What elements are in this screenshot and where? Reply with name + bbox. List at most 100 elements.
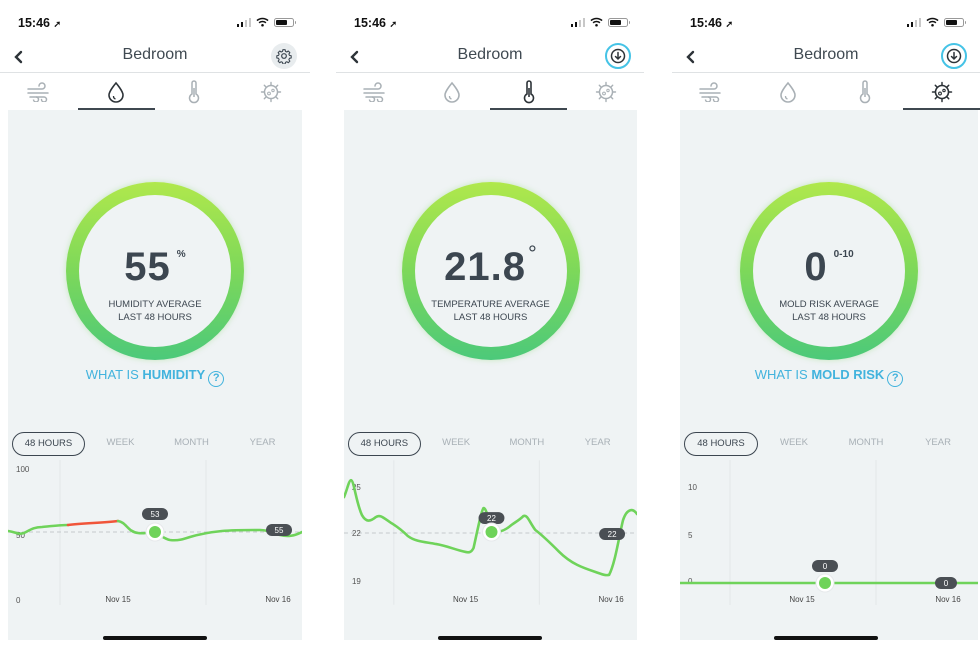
range-year[interactable]: YEAR xyxy=(584,437,611,448)
range-month[interactable]: MONTH xyxy=(848,437,884,448)
droplet-icon xyxy=(443,81,460,103)
tab-mold[interactable] xyxy=(903,74,980,110)
wifi-icon xyxy=(926,17,939,27)
cellular-signal-icon xyxy=(236,17,251,27)
range-year[interactable]: YEAR xyxy=(249,437,276,448)
current-value-badge: 55 xyxy=(275,526,284,535)
average-value: 55% xyxy=(124,245,186,289)
droplet-icon xyxy=(779,81,796,103)
mold-risk-chart[interactable]: 10 5 0 Nov 15 Nov 16 0 0 xyxy=(680,460,978,605)
tab-humidity[interactable] xyxy=(77,74,156,110)
metric-panel: 0 0-10 MOLD RISK AVERAGE LAST 48 HOURS WHA… xyxy=(680,110,978,640)
selected-point-badge: 22 xyxy=(487,514,496,523)
y-tick-19: 19 xyxy=(352,577,361,586)
nav-bar: Bedroom xyxy=(336,40,644,73)
range-week[interactable]: WEEK xyxy=(106,437,135,448)
range-48-hours[interactable]: 48 HOURS xyxy=(684,432,758,456)
back-chevron-icon[interactable] xyxy=(682,48,700,66)
download-button[interactable] xyxy=(941,43,967,69)
average-caption: MOLD RISK AVERAGE LAST 48 HOURS xyxy=(779,299,879,323)
home-indicator[interactable] xyxy=(438,636,542,640)
what-is-mold-risk-link[interactable]: WHAT IS MOLD RISK? xyxy=(680,367,978,387)
range-month[interactable]: MONTH xyxy=(174,437,209,448)
back-chevron-icon[interactable] xyxy=(346,48,364,66)
y-tick-100: 100 xyxy=(16,465,30,474)
tab-temperature[interactable] xyxy=(826,74,903,110)
range-week[interactable]: WEEK xyxy=(780,437,808,448)
tab-humidity[interactable] xyxy=(749,74,826,110)
temperature-chart[interactable]: 25 22 19 Nov 15 Nov 16 22 22 xyxy=(344,460,637,605)
metric-tabs xyxy=(0,74,310,110)
x-tick-nov15: Nov 15 xyxy=(105,595,131,604)
tab-air-quality[interactable] xyxy=(0,74,78,110)
x-tick-nov16: Nov 16 xyxy=(265,595,291,604)
y-tick-0: 0 xyxy=(688,577,693,586)
status-time: 15:46 ➚ xyxy=(690,16,734,30)
metric-tabs xyxy=(672,74,980,110)
tab-temperature[interactable] xyxy=(490,74,567,110)
cellular-signal-icon xyxy=(570,17,585,27)
cellular-signal-icon xyxy=(906,17,921,27)
home-indicator[interactable] xyxy=(774,636,878,640)
range-month[interactable]: MONTH xyxy=(509,437,545,448)
thermometer-icon xyxy=(859,80,870,104)
average-caption: TEMPERATURE AVERAGE LAST 48 HOURS xyxy=(431,299,550,323)
y-tick-22: 22 xyxy=(352,529,361,538)
battery-icon xyxy=(274,17,296,27)
status-time: 15:46 ➚ xyxy=(18,16,62,30)
nav-bar: Bedroom xyxy=(672,40,980,73)
time-range-selector: 48 HOURS WEEK MONTH YEAR xyxy=(684,432,974,456)
thermometer-icon xyxy=(188,80,199,104)
thermometer-icon xyxy=(523,80,534,104)
x-tick-nov16: Nov 16 xyxy=(935,595,961,604)
humidity-chart[interactable]: 100 50 0 Nov 15 Nov 16 53 55 xyxy=(8,460,302,605)
status-time: 15:46 ➚ xyxy=(354,16,398,30)
back-chevron-icon[interactable] xyxy=(10,48,28,66)
tab-air-quality[interactable] xyxy=(336,74,413,110)
selected-point-badge: 53 xyxy=(151,510,160,519)
average-gauge-ring: 21.8° TEMPERATURE AVERAGE LAST 48 HOURS xyxy=(401,182,580,360)
phone-screen-temperature: 15:46 ➚ Bedroom 21.8° TEMPERA xyxy=(336,0,644,646)
current-value-badge: 22 xyxy=(608,530,617,539)
y-tick-5: 5 xyxy=(688,531,693,540)
location-arrow-icon: ➚ xyxy=(53,19,62,29)
range-48-hours[interactable]: 48 HOURS xyxy=(12,432,85,456)
wifi-icon xyxy=(590,17,603,27)
average-caption: HUMIDITY AVERAGE LAST 48 HOURS xyxy=(108,299,202,323)
gear-icon xyxy=(276,49,292,64)
x-tick-nov15: Nov 15 xyxy=(453,595,479,604)
help-question-icon: ? xyxy=(208,371,225,387)
status-bar: 15:46 ➚ xyxy=(672,0,980,40)
settings-button[interactable] xyxy=(271,43,297,69)
page-title: Bedroom xyxy=(457,46,523,63)
status-bar: 15:46 ➚ xyxy=(0,0,310,40)
wifi-icon xyxy=(256,17,269,27)
time-range-selector: 48 HOURS WEEK MONTH YEAR xyxy=(12,432,298,456)
y-tick-25: 25 xyxy=(352,483,361,492)
average-gauge-ring: 55% HUMIDITY AVERAGE LAST 48 HOURS xyxy=(66,182,244,360)
tab-air-quality[interactable] xyxy=(672,74,749,110)
home-indicator[interactable] xyxy=(103,636,207,640)
location-arrow-icon: ➚ xyxy=(389,19,398,29)
metric-panel: 55% HUMIDITY AVERAGE LAST 48 HOURS WHAT I… xyxy=(8,110,302,640)
range-week[interactable]: WEEK xyxy=(442,437,471,448)
wind-icon xyxy=(698,82,721,102)
mold-icon xyxy=(595,81,616,103)
tab-mold[interactable] xyxy=(233,74,311,110)
page-title: Bedroom xyxy=(122,46,188,63)
range-48-hours[interactable]: 48 HOURS xyxy=(348,432,421,456)
tab-mold[interactable] xyxy=(567,74,644,110)
range-year[interactable]: YEAR xyxy=(925,437,951,448)
download-button[interactable] xyxy=(605,43,631,69)
current-value-badge: 0 xyxy=(944,579,949,588)
page-title: Bedroom xyxy=(793,46,859,63)
what-is-humidity-link[interactable]: WHAT IS HUMIDITY? xyxy=(8,367,302,387)
tab-humidity[interactable] xyxy=(413,74,490,110)
mold-icon xyxy=(261,81,282,103)
x-tick-nov15: Nov 15 xyxy=(789,595,815,604)
phone-screen-mold-risk: 15:46 ➚ Bedroom 0 0-10 MOLD RI xyxy=(672,0,980,646)
mold-icon xyxy=(931,81,952,103)
tab-temperature[interactable] xyxy=(155,74,233,110)
location-arrow-icon: ➚ xyxy=(725,19,734,29)
download-icon xyxy=(610,48,626,64)
